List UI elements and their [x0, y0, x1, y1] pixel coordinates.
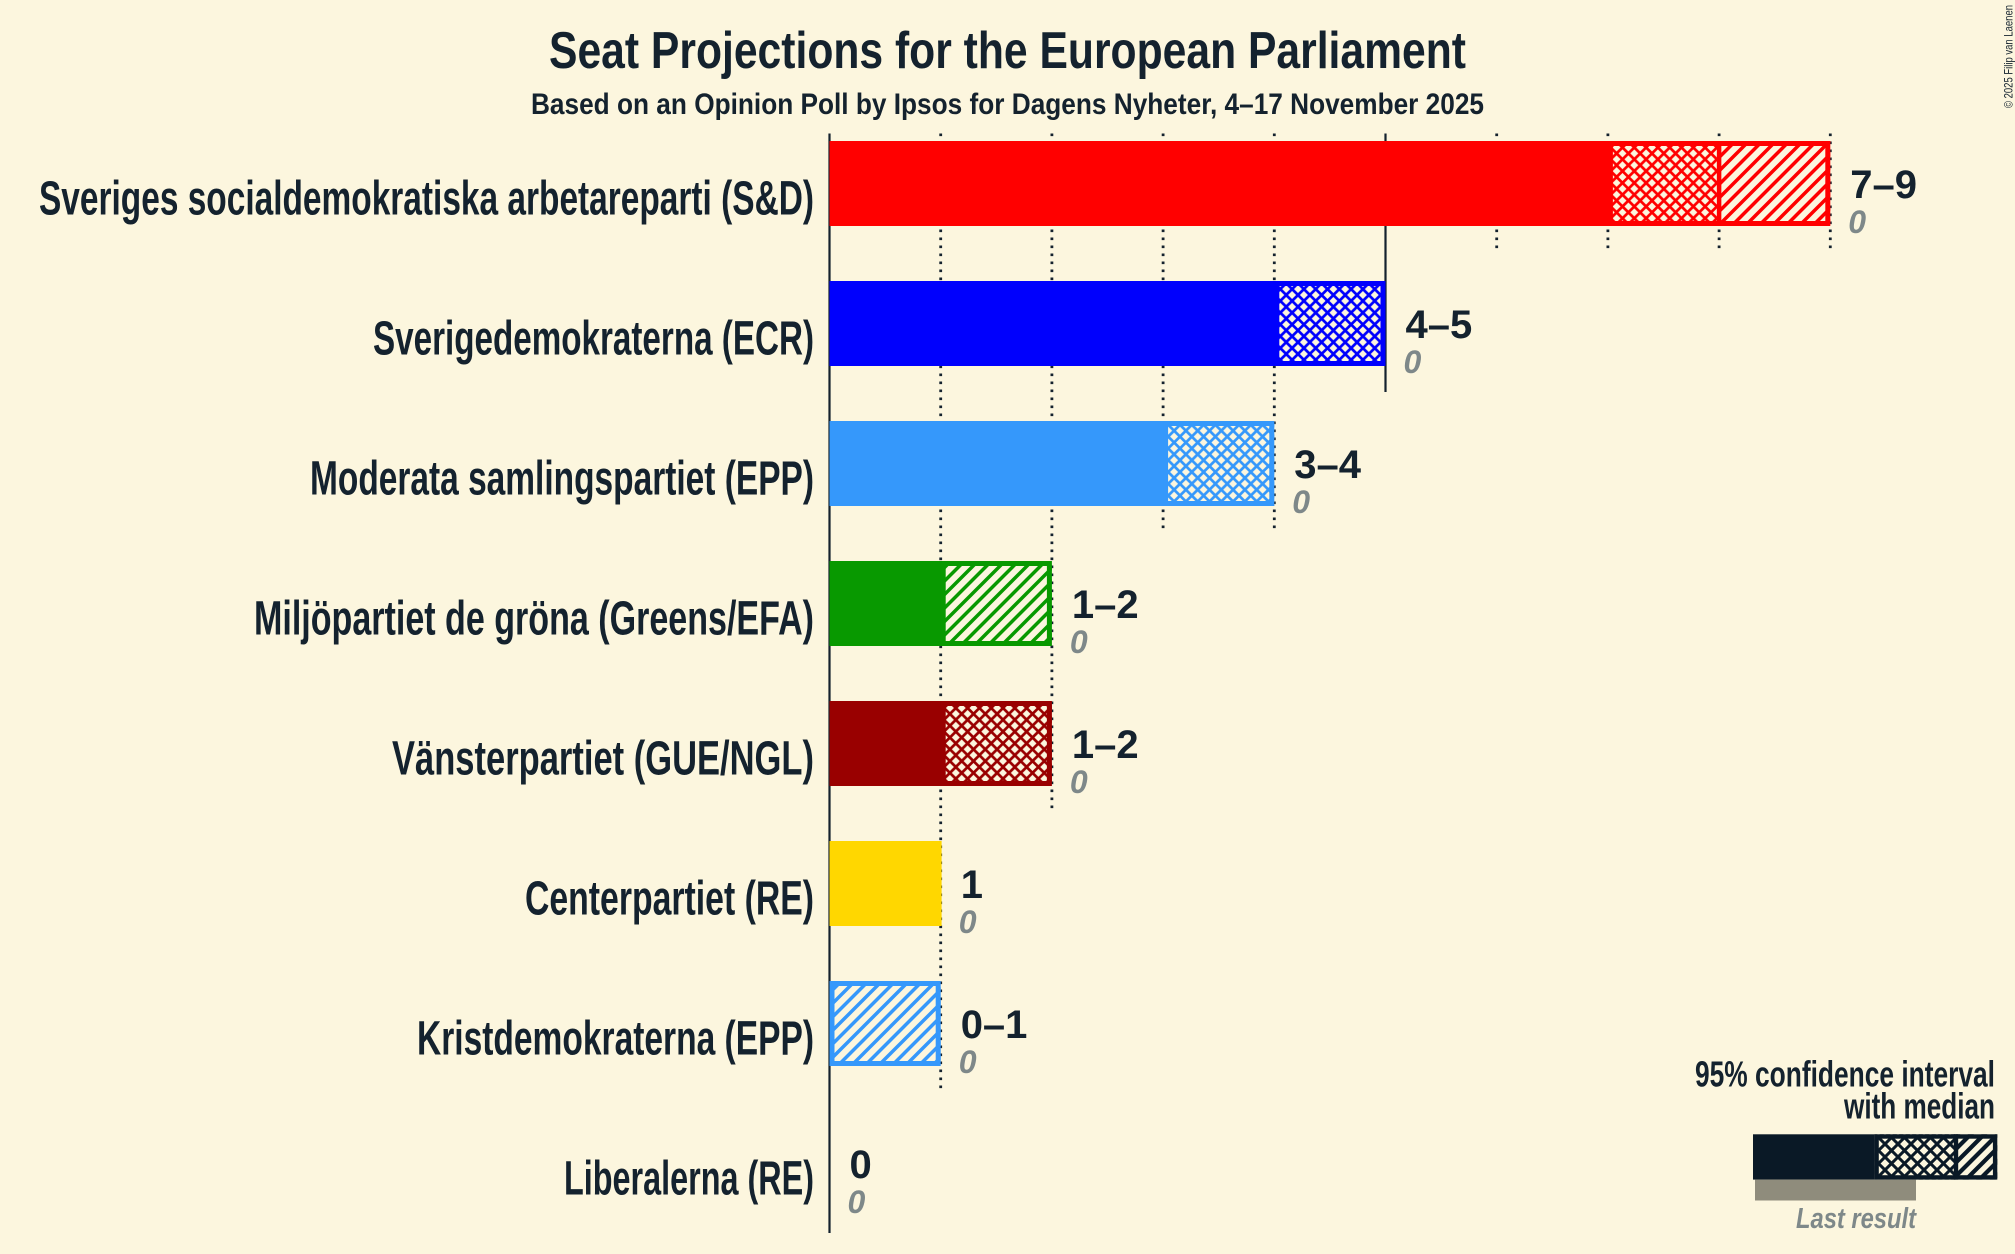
- svg-text:4–5: 4–5: [1406, 303, 1473, 347]
- svg-text:Miljöpartiet de gröna (Greens/: Miljöpartiet de gröna (Greens/EFA): [254, 593, 814, 646]
- svg-text:with median: with median: [1843, 1086, 1995, 1127]
- svg-text:0: 0: [1848, 204, 1866, 240]
- svg-text:Centerpartiet (RE): Centerpartiet (RE): [525, 873, 814, 926]
- svg-text:0: 0: [1292, 484, 1310, 520]
- svg-text:Last result: Last result: [1796, 1203, 1917, 1235]
- svg-text:Seat Projections for the Europ: Seat Projections for the European Parlia…: [549, 22, 1466, 80]
- svg-text:0–1: 0–1: [961, 1003, 1028, 1047]
- svg-text:0: 0: [1404, 344, 1422, 380]
- svg-text:© 2025 Filip van Laenen: © 2025 Filip van Laenen: [2002, 5, 2015, 108]
- svg-text:Sverigedemokraterna (ECR): Sverigedemokraterna (ECR): [373, 313, 814, 366]
- svg-text:0: 0: [959, 904, 977, 940]
- svg-text:Based on an Opinion Poll by Ip: Based on an Opinion Poll by Ipsos for Da…: [531, 88, 1484, 121]
- svg-text:Vänsterpartiet (GUE/NGL): Vänsterpartiet (GUE/NGL): [392, 733, 814, 786]
- svg-text:Liberalerna (RE): Liberalerna (RE): [564, 1153, 814, 1206]
- svg-text:0: 0: [850, 1143, 872, 1187]
- svg-text:Moderata samlingspartiet (EPP): Moderata samlingspartiet (EPP): [310, 453, 814, 506]
- svg-text:0: 0: [959, 1044, 977, 1080]
- svg-text:1–2: 1–2: [1072, 583, 1139, 627]
- svg-text:7–9: 7–9: [1850, 163, 1917, 207]
- svg-text:Kristdemokraterna (EPP): Kristdemokraterna (EPP): [417, 1013, 814, 1066]
- svg-text:0: 0: [1070, 624, 1088, 660]
- svg-text:0: 0: [1070, 764, 1088, 800]
- svg-text:95% confidence interval: 95% confidence interval: [1695, 1054, 1995, 1095]
- svg-text:3–4: 3–4: [1294, 443, 1361, 487]
- svg-text:1–2: 1–2: [1072, 723, 1139, 767]
- svg-text:0: 0: [848, 1184, 866, 1220]
- svg-text:Sveriges socialdemokratiska ar: Sveriges socialdemokratiska arbetarepart…: [39, 173, 814, 226]
- svg-text:1: 1: [961, 863, 983, 907]
